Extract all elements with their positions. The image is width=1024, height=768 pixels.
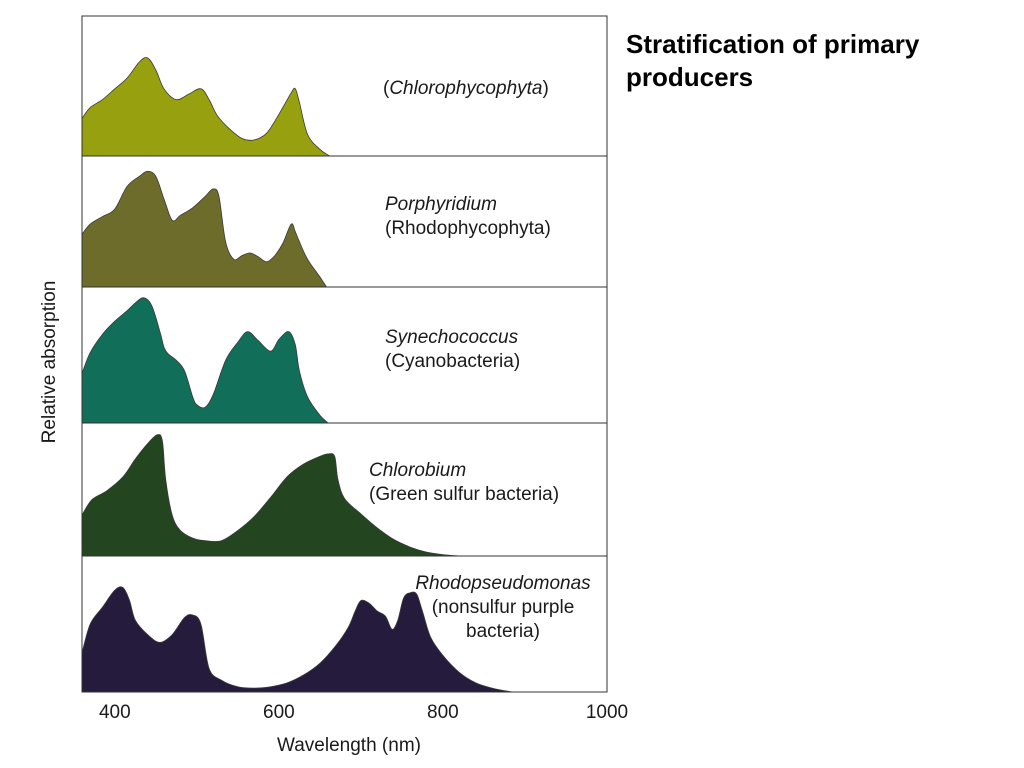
organism-group: (Rhodophycophyta) xyxy=(385,218,551,239)
organism-group: ( xyxy=(383,78,390,99)
x-tick-labels: 400 600 800 1000 xyxy=(99,702,628,723)
x-tick-label: 800 xyxy=(427,702,459,723)
organism-label-3: Synechococcus (Cyanobacteria) xyxy=(385,327,520,372)
organism-label-line: Synechococcus xyxy=(385,327,519,348)
organism-label-line: (Rhodophycophyta) xyxy=(385,218,551,239)
absorption-curve-1 xyxy=(81,57,331,157)
organism-label-line: bacteria) xyxy=(466,621,540,642)
axes-layer: Relative absorption Wavelength (nm) 400 6… xyxy=(39,281,628,756)
spectrum-panel-2: Porphyridium (Rhodophycophyta) xyxy=(81,155,608,288)
spectrum-panel-1: (Chlorophycophyta) xyxy=(81,15,608,157)
y-axis-label: Relative absorption xyxy=(39,281,60,444)
organism-group: (nonsulfur purple xyxy=(432,597,575,618)
page-title: Stratification of primary producers xyxy=(626,29,920,92)
organism-label-line: Porphyridium xyxy=(385,194,497,215)
absorption-curve-5 xyxy=(81,586,513,693)
organism-label-line: (Cyanobacteria) xyxy=(385,351,520,372)
organism-name: Chlorophycophyta xyxy=(389,78,542,99)
x-tick-label: 600 xyxy=(263,702,295,723)
x-axis-label: Wavelength (nm) xyxy=(277,735,421,756)
organism-label-line: (nonsulfur purple xyxy=(432,597,575,618)
absorption-curve-3 xyxy=(81,297,330,424)
panels-layer: (Chlorophycophyta) Porphyridium (Rhodophyc… xyxy=(81,15,608,693)
organism-name: Porphyridium xyxy=(385,194,497,215)
spectrum-panel-3: Synechococcus (Cyanobacteria) xyxy=(81,286,608,424)
organism-name: Synechococcus xyxy=(385,327,519,348)
organism-label-4: Chlorobium (Green sulfur bacteria) xyxy=(369,460,559,505)
x-tick-label: 1000 xyxy=(586,702,628,723)
organism-group: (Green sulfur bacteria) xyxy=(369,484,559,505)
organism-group: (Cyanobacteria) xyxy=(385,351,520,372)
organism-label-5: Rhodopseudomonas (nonsulfur purple bacteri… xyxy=(415,573,591,642)
spectrum-panel-4: Chlorobium (Green sulfur bacteria) xyxy=(81,422,608,557)
organism-label-line: Rhodopseudomonas xyxy=(415,573,591,594)
organism-label-line: (Green sulfur bacteria) xyxy=(369,484,559,505)
panel-frame-5 xyxy=(81,555,608,693)
organism-label-2: Porphyridium (Rhodophycophyta) xyxy=(385,194,551,239)
organism-label-line: Chlorobium xyxy=(369,460,466,481)
absorption-curve-2 xyxy=(81,170,328,288)
organism-group: bacteria) xyxy=(466,621,540,642)
spectrum-panel-5: Rhodopseudomonas (nonsulfur purple bacteri… xyxy=(81,555,608,693)
organism-label-line: (Chlorophycophyta) xyxy=(383,78,549,99)
organism-label-1: (Chlorophycophyta) xyxy=(383,78,549,99)
organism-group: ) xyxy=(542,78,548,99)
absorption-curve-4 xyxy=(81,434,460,557)
organism-name: Rhodopseudomonas xyxy=(415,573,591,594)
organism-name: Chlorobium xyxy=(369,460,466,481)
x-tick-label: 400 xyxy=(99,702,131,723)
